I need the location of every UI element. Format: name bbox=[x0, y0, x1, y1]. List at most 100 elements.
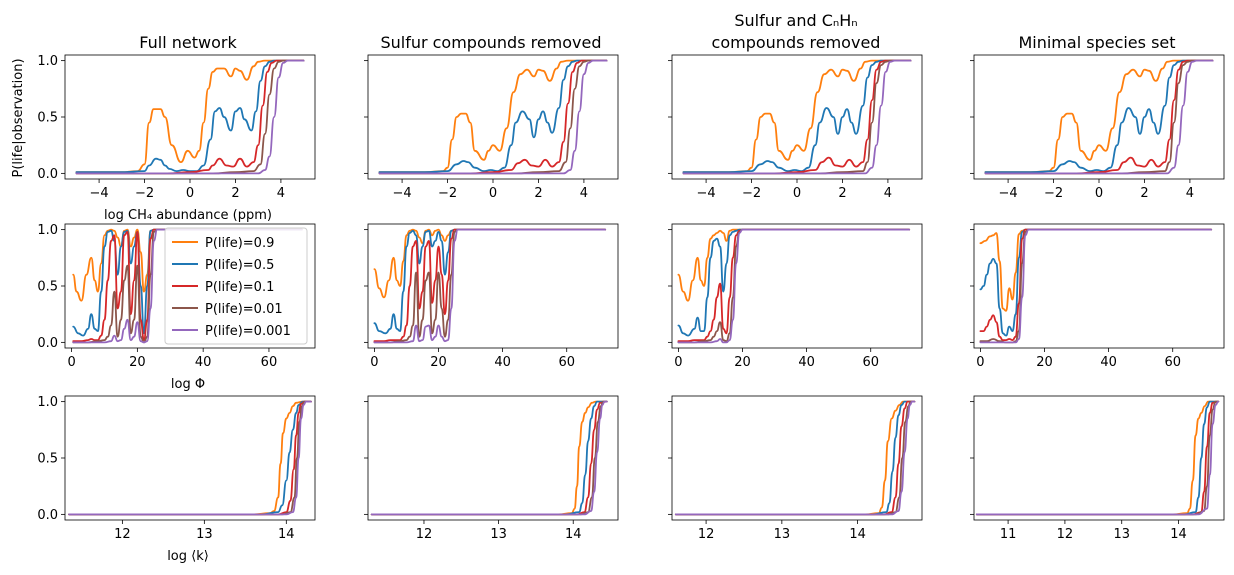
series-line-r2c3-s1 bbox=[975, 400, 1220, 516]
series-line-r0c1-s4 bbox=[378, 59, 608, 175]
series-line-r0c0-s4 bbox=[75, 59, 305, 175]
x-tick-label-r0c1-0: −4 bbox=[393, 186, 412, 201]
series-line-r2c0-s3 bbox=[68, 400, 312, 516]
x-tick-label-r0c0-4: 4 bbox=[277, 186, 285, 201]
x-tick-label-r0c3-3: 2 bbox=[1140, 186, 1148, 201]
x-tick-label-r2c0-0: 12 bbox=[114, 527, 131, 542]
series-line-r0c3-s2 bbox=[984, 59, 1214, 175]
panel-r2-c2: 12 13 14 bbox=[668, 395, 923, 542]
series-line-r1c0-s4 bbox=[72, 228, 303, 344]
x-tick-label-r0c1-4: 4 bbox=[580, 186, 588, 201]
series-line-r2c0-s2 bbox=[68, 400, 312, 516]
y-tick-label-r1-0: 0.0 bbox=[37, 336, 58, 351]
x-tick-label-r0c2-0: −4 bbox=[697, 186, 716, 201]
series-line-r2c1-s1 bbox=[370, 400, 608, 516]
series-line-r0c1-s0 bbox=[378, 59, 608, 174]
x-tick-label-r1c3-1: 20 bbox=[1036, 355, 1053, 370]
series-line-r2c2-s4 bbox=[674, 400, 916, 516]
x-tick-label-r0c3-4: 4 bbox=[1186, 186, 1194, 201]
series-line-r0c3-s0 bbox=[984, 59, 1214, 174]
column-title-full-network: Full network bbox=[139, 33, 237, 52]
series-line-r0c3-s1 bbox=[984, 59, 1214, 174]
x-tick-label-r2c2-0: 12 bbox=[698, 527, 715, 542]
x-tick-label-r2c1-0: 12 bbox=[416, 527, 433, 542]
series-line-r0c2-s3 bbox=[682, 59, 912, 175]
series-line-r2c2-s2 bbox=[674, 400, 916, 516]
column-title-sulfur-removed: Sulfur compounds removed bbox=[380, 33, 601, 52]
legend: P(life)=0.9 P(life)=0.5 P(life)=0.1 P(li… bbox=[164, 227, 308, 345]
x-tick-label-r1c3-3: 60 bbox=[1164, 355, 1181, 370]
panel-r1-c0: 0 20 40 60 0.0 0.5 1.0 bbox=[37, 223, 316, 370]
x-tick-label-r2c3-2: 13 bbox=[1113, 527, 1130, 542]
panel-r1-c1: 0 20 40 60 bbox=[364, 223, 619, 370]
x-tick-label-r2c0-2: 14 bbox=[278, 527, 295, 542]
series-line-r2c1-s3 bbox=[370, 400, 608, 516]
panel-r2-c3: 11 12 13 14 bbox=[970, 395, 1225, 542]
x-tick-label-r1c1-0: 0 bbox=[370, 355, 378, 370]
x-tick-label-r2c1-1: 13 bbox=[490, 527, 507, 542]
panel-r2-c0: 12 13 14 0.0 0.5 1.0 bbox=[37, 395, 316, 542]
y-tick-label-r1-2: 1.0 bbox=[37, 223, 58, 238]
x-tick-label-r0c1-3: 2 bbox=[534, 186, 542, 201]
x-tick-label-r2c0-1: 13 bbox=[196, 527, 213, 542]
x-tick-label-r2c2-2: 14 bbox=[849, 527, 866, 542]
x-tick-label-r2c1-2: 14 bbox=[565, 527, 582, 542]
series-line-r1c1-s3 bbox=[373, 228, 607, 344]
x-axis-label-phi: log Φ bbox=[171, 377, 205, 392]
x-tick-label-r0c0-3: 2 bbox=[231, 186, 239, 201]
series-line-r1c1-s4 bbox=[373, 228, 607, 344]
x-tick-label-r0c3-2: 0 bbox=[1095, 186, 1103, 201]
x-tick-label-r0c3-0: −4 bbox=[999, 186, 1018, 201]
axes-frame-r0c0 bbox=[64, 54, 316, 180]
x-tick-label-r1c0-0: 0 bbox=[67, 355, 75, 370]
x-tick-label-r2c3-3: 14 bbox=[1170, 527, 1187, 542]
legend-label-09: P(life)=0.9 bbox=[205, 236, 274, 251]
y-tick-label-r0-1: 0.5 bbox=[37, 111, 58, 126]
series-line-r1c3-s0 bbox=[979, 228, 1213, 312]
x-tick-label-r2c2-1: 13 bbox=[774, 527, 791, 542]
x-tick-label-r0c0-2: 0 bbox=[186, 186, 194, 201]
x-tick-label-r1c1-1: 20 bbox=[430, 355, 447, 370]
x-tick-label-r0c1-2: 0 bbox=[489, 186, 497, 201]
series-line-r1c2-s4 bbox=[677, 228, 911, 344]
x-tick-label-r0c1-1: −2 bbox=[438, 186, 457, 201]
series-line-r0c2-s2 bbox=[682, 59, 912, 175]
series-line-r2c3-s3 bbox=[975, 400, 1220, 516]
panel-r1-c3: 0 20 40 60 bbox=[970, 223, 1225, 370]
x-tick-label-r0c2-3: 2 bbox=[838, 186, 846, 201]
series-line-r2c0-s4 bbox=[68, 400, 312, 516]
y-tick-label-r2-2: 1.0 bbox=[37, 395, 58, 410]
x-tick-label-r2c3-0: 11 bbox=[1000, 527, 1017, 542]
panel-r0-c3: −4 −2 0 2 4 bbox=[970, 54, 1225, 201]
x-tick-label-r1c3-2: 40 bbox=[1100, 355, 1117, 370]
x-tick-label-r0c0-0: −4 bbox=[90, 186, 109, 201]
x-tick-label-r1c2-0: 0 bbox=[674, 355, 682, 370]
series-line-r2c2-s3 bbox=[674, 400, 916, 516]
axes-frame-r2c1 bbox=[367, 395, 619, 521]
panel-r0-c2: −4 −2 0 2 4 bbox=[668, 54, 923, 201]
y-axis-label: P(life|observation) bbox=[11, 58, 26, 177]
x-tick-label-r0c3-1: −2 bbox=[1044, 186, 1063, 201]
series-line-r2c1-s4 bbox=[370, 400, 608, 516]
series-line-r0c3-s4 bbox=[984, 59, 1214, 175]
series-line-r0c2-s0 bbox=[682, 59, 912, 174]
series-line-r0c1-s1 bbox=[378, 59, 608, 174]
x-tick-label-r1c2-1: 20 bbox=[734, 355, 751, 370]
panel-r0-c1: −4 −2 0 2 4 bbox=[364, 54, 619, 201]
legend-label-01: P(life)=0.1 bbox=[205, 280, 274, 295]
series-line-r1c1-s1 bbox=[373, 228, 607, 335]
series-line-r1c1-s2 bbox=[373, 228, 607, 343]
series-line-r0c0-s1 bbox=[75, 59, 305, 174]
series-line-r1c2-s0 bbox=[677, 228, 911, 302]
y-tick-label-r2-1: 0.5 bbox=[37, 452, 58, 467]
series-line-r1c3-s3 bbox=[979, 228, 1213, 344]
panel-r0-c0: −4 −2 0 2 4 0.0 0.5 1.0 bbox=[37, 54, 316, 201]
series-line-r0c0-s0 bbox=[75, 59, 305, 174]
series-line-r0c1-s2 bbox=[378, 59, 608, 175]
legend-frame bbox=[164, 227, 308, 345]
series-line-r1c3-s4 bbox=[979, 228, 1213, 344]
x-tick-label-r0c2-1: −2 bbox=[742, 186, 761, 201]
series-line-r2c3-s2 bbox=[975, 400, 1220, 516]
series-line-r0c3-s3 bbox=[984, 59, 1214, 175]
